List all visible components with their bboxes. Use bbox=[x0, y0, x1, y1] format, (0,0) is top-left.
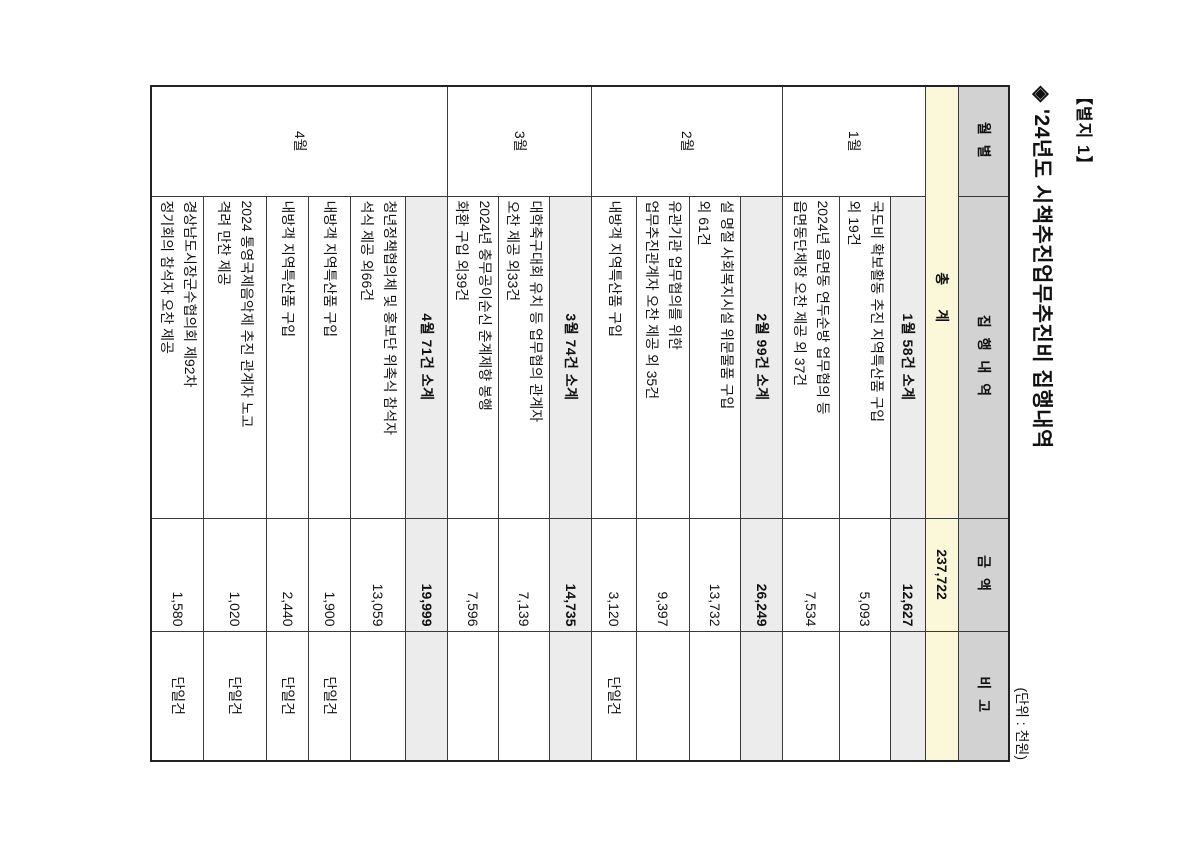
subtotal-row-apr: 4월 4월 71건 소계 19,999 bbox=[151, 86, 448, 761]
subtotal-note bbox=[741, 631, 783, 761]
subtotal-row-mar: 3월 3월 74건 소계 14,735 bbox=[448, 86, 592, 761]
grand-total-amount: 237,722 bbox=[926, 518, 959, 631]
item-detail: 국도비 확보활동 추진 지역특산품 구입 외 19건 bbox=[840, 196, 891, 518]
item-amount: 1,580 bbox=[151, 518, 204, 631]
item-amount: 2,440 bbox=[267, 518, 309, 631]
item-note bbox=[499, 631, 550, 761]
subtotal-row-feb: 2월 2월 99건 소계 26,249 bbox=[592, 86, 783, 761]
item-detail: 2024년 읍면동 연두순방 업무협의 등 읍면동단체장 오찬 제공 외 37건 bbox=[783, 196, 840, 518]
item-note: 단일건 bbox=[309, 631, 351, 761]
item-detail: 유관기관 업무협의를 위한 업무추진관계자 오찬 제공 외 35건 bbox=[637, 196, 690, 518]
item-note: 단일건 bbox=[151, 631, 204, 761]
item-detail: 내방객 지역특산품 구입 bbox=[309, 196, 351, 518]
subtotal-note bbox=[406, 631, 448, 761]
item-amount: 1,020 bbox=[204, 518, 267, 631]
subtotal-label: 1월 58건 소계 bbox=[891, 196, 926, 518]
page-title: ◈ '24년도 시책추진업무추진비 집행내역 bbox=[1030, 86, 1053, 449]
item-detail: 경상남도시장군수협의회 제92차 정기회의 참석자 오찬 제공 bbox=[151, 196, 204, 518]
subtotal-label: 4월 71건 소계 bbox=[406, 196, 448, 518]
item-note: 단일건 bbox=[267, 631, 309, 761]
month-cell-feb: 2월 bbox=[592, 86, 783, 196]
subtotal-amount: 14,735 bbox=[550, 518, 592, 631]
item-detail: 내방객 지역특산품 구입 bbox=[267, 196, 309, 518]
item-amount: 9,397 bbox=[637, 518, 690, 631]
unit-note: (단위 : 천원) bbox=[1014, 687, 1030, 760]
item-detail: 설 명절 사회복지시설 위문물품 구입 외 61건 bbox=[690, 196, 741, 518]
item-detail: 2024년 충무공이순신 춘계제향 봉행 화환 구입 외39건 bbox=[448, 196, 499, 518]
subtotal-amount: 26,249 bbox=[741, 518, 783, 631]
expense-table: 월 별 집 행 내 역 금 액 비 고 총 계 237,722 1월 1월 58… bbox=[150, 85, 1010, 762]
item-detail: 청년정책협의체 및 홍보단 위촉식 참석자 석식 제공 외66건 bbox=[351, 196, 406, 518]
item-amount: 5,093 bbox=[840, 518, 891, 631]
item-note: 단일건 bbox=[592, 631, 637, 761]
grand-total-row: 총 계 237,722 bbox=[926, 86, 959, 761]
subtotal-label: 3월 74건 소계 bbox=[550, 196, 592, 518]
item-detail: 2024 통영국제음악제 추진 관계자 노고 격려 만찬 제공 bbox=[204, 196, 267, 518]
subtotal-note bbox=[550, 631, 592, 761]
item-note bbox=[783, 631, 840, 761]
item-note bbox=[448, 631, 499, 761]
item-note bbox=[840, 631, 891, 761]
item-note bbox=[637, 631, 690, 761]
item-amount: 1,900 bbox=[309, 518, 351, 631]
item-note: 단일건 bbox=[204, 631, 267, 761]
item-amount: 7,534 bbox=[783, 518, 840, 631]
header-amount: 금 액 bbox=[959, 518, 1009, 631]
item-amount: 7,139 bbox=[499, 518, 550, 631]
subtotal-label: 2월 99건 소계 bbox=[741, 196, 783, 518]
item-amount: 13,732 bbox=[690, 518, 741, 631]
attachment-tag: 【별지 1】 bbox=[1074, 88, 1093, 174]
table-header-row: 월 별 집 행 내 역 금 액 비 고 bbox=[959, 86, 1009, 761]
subtotal-amount: 19,999 bbox=[406, 518, 448, 631]
item-amount: 3,120 bbox=[592, 518, 637, 631]
item-detail: 대학축구대회 유치 등 업무협의 관계자 오찬 제공 외33건 bbox=[499, 196, 550, 518]
header-month: 월 별 bbox=[959, 86, 1009, 196]
header-detail: 집 행 내 역 bbox=[959, 196, 1009, 518]
item-note bbox=[351, 631, 406, 761]
subtotal-note bbox=[891, 631, 926, 761]
header-note: 비 고 bbox=[959, 631, 1009, 761]
item-amount: 7,596 bbox=[448, 518, 499, 631]
month-cell-mar: 3월 bbox=[448, 86, 592, 196]
month-cell-apr: 4월 bbox=[151, 86, 448, 196]
item-detail: 내방객 지역특산품 구입 bbox=[592, 196, 637, 518]
item-note bbox=[690, 631, 741, 761]
subtotal-amount: 12,627 bbox=[891, 518, 926, 631]
grand-total-label: 총 계 bbox=[926, 86, 959, 518]
month-cell-jan: 1월 bbox=[783, 86, 926, 196]
grand-total-note bbox=[926, 631, 959, 761]
item-amount: 13,059 bbox=[351, 518, 406, 631]
subtotal-row-jan: 1월 1월 58건 소계 12,627 bbox=[783, 86, 926, 761]
